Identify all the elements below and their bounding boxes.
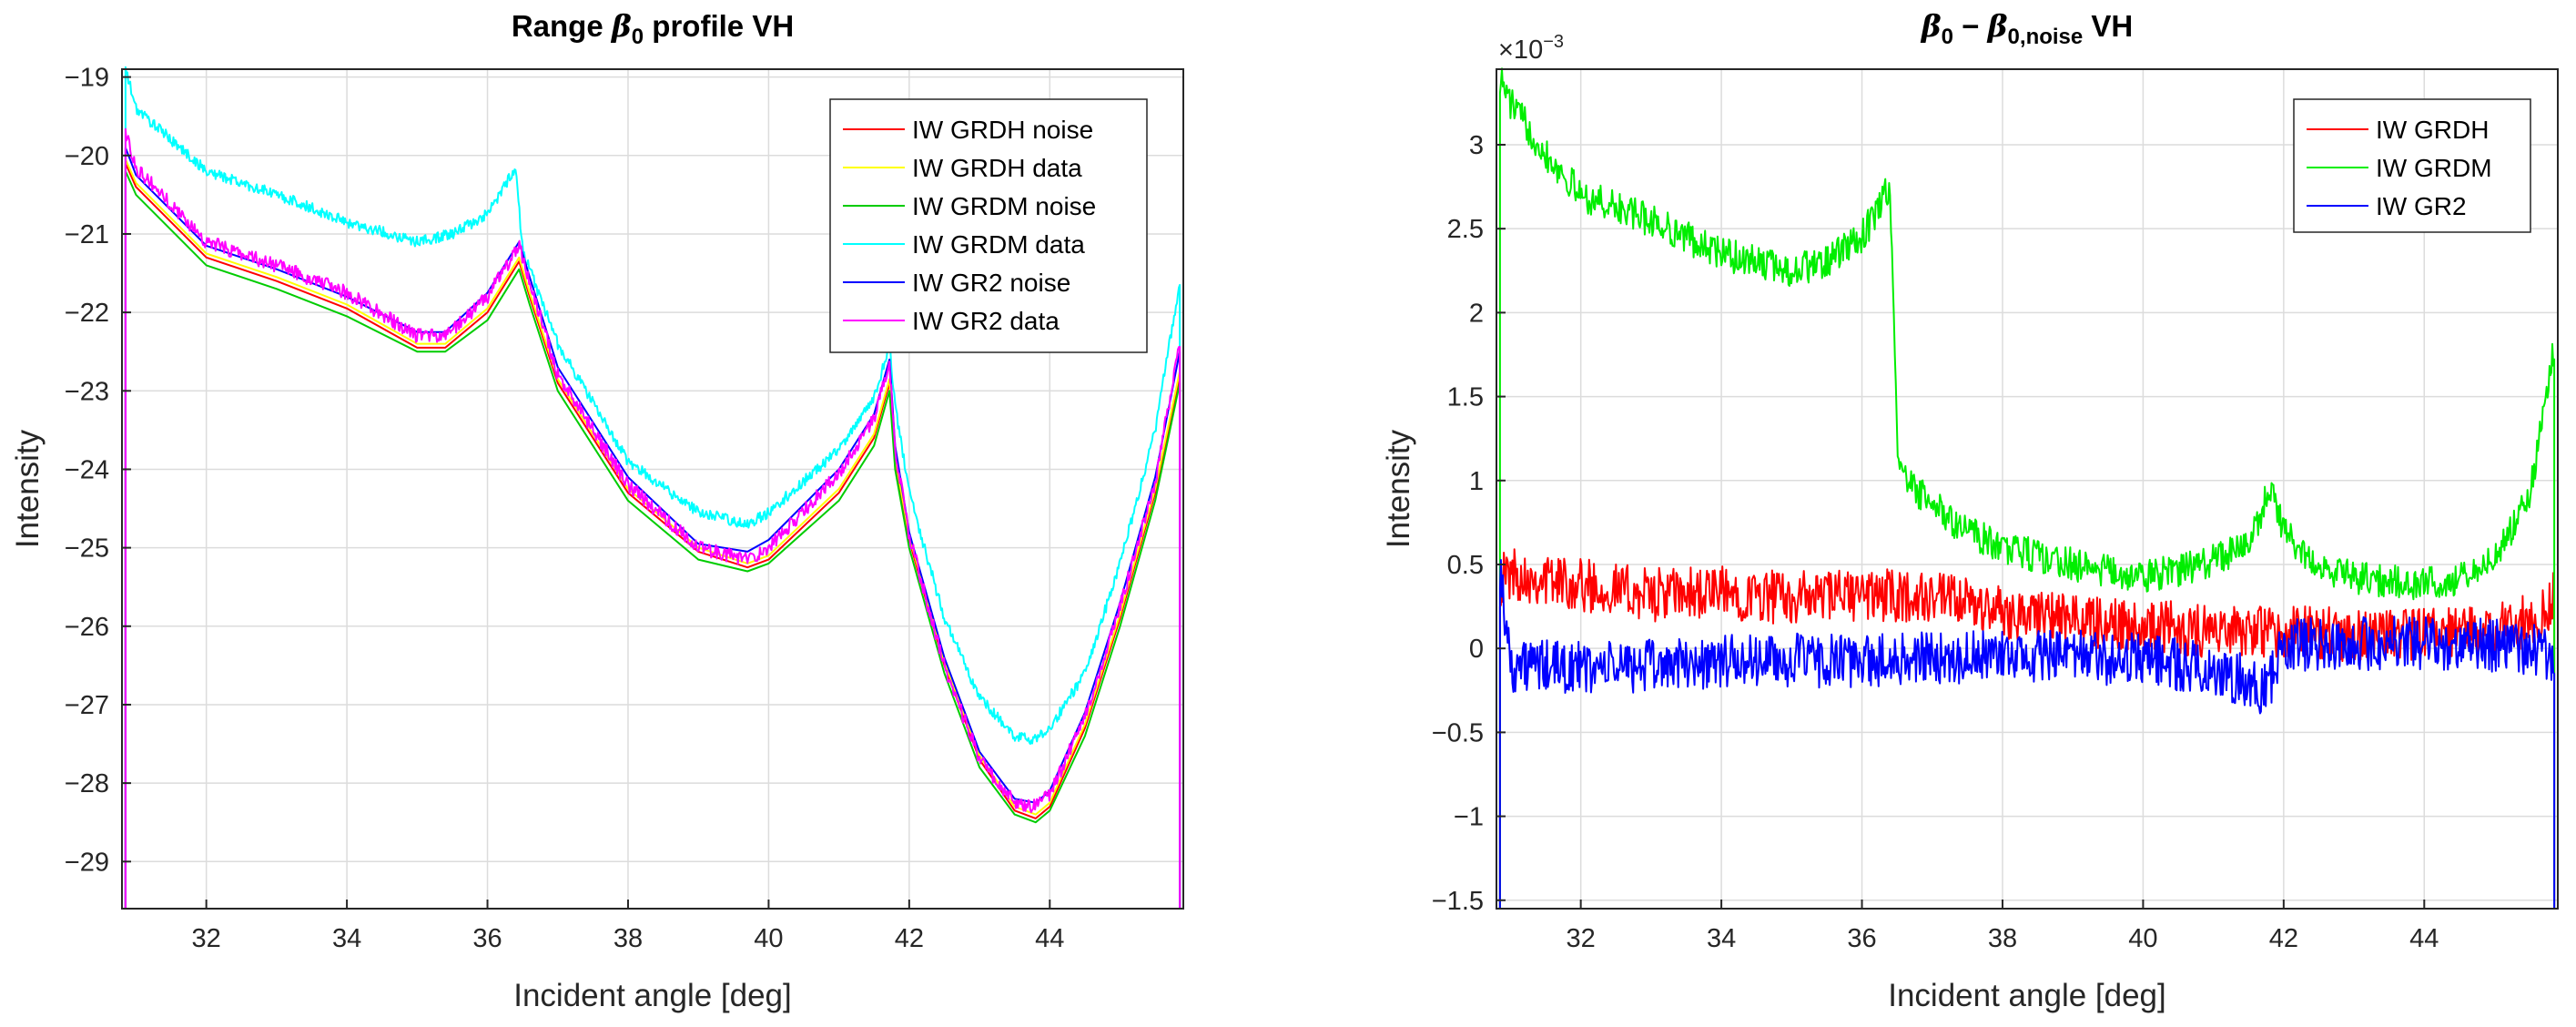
y-tick-label: −21 xyxy=(65,220,109,249)
right-axes-frame xyxy=(1496,68,2559,910)
y-tick-label: −22 xyxy=(65,299,109,328)
y-tick-label: −27 xyxy=(65,691,109,720)
left-y-axis-label: Intensity xyxy=(10,429,46,548)
series-line-iw-grdh-noise xyxy=(124,162,1182,910)
y-tick-label: −1.5 xyxy=(1432,887,1484,916)
left-chart: 32 34 36 38 40 42 44 −29 −28 −27 −26 −25 −24 −23 −22 −2… xyxy=(10,8,1184,1013)
legend-label: IW GRDH noise xyxy=(912,116,1093,144)
legend-label: IW GRDH xyxy=(2376,116,2489,144)
y-tick-label: −1 xyxy=(1454,803,1484,832)
legend-label: IW GR2 xyxy=(2376,192,2467,220)
left-legend-box xyxy=(829,98,1148,353)
right-series-lines xyxy=(1498,67,2556,910)
y-tick-label: 2 xyxy=(1469,299,1484,328)
y-tick-label: −0.5 xyxy=(1432,718,1484,747)
y-tick-label: −26 xyxy=(65,613,109,642)
x-tick-label: 32 xyxy=(192,924,221,953)
y-tick-label: −23 xyxy=(65,377,109,406)
series-line-iw-grdh-data xyxy=(124,158,1182,910)
x-tick-label: 32 xyxy=(1567,924,1596,953)
x-tick-label: 42 xyxy=(2269,924,2298,953)
y-tick-label: 3 xyxy=(1469,131,1484,160)
legend-label: IW GRDM noise xyxy=(912,192,1096,220)
y-tick-label: 1.5 xyxy=(1447,383,1484,412)
y-tick-label: −28 xyxy=(65,769,109,798)
right-x-axis-label: Incident angle [deg] xyxy=(1888,978,2166,1013)
right-y-axis-label: Intensity xyxy=(1381,429,1416,548)
left-ticks: 32 34 36 38 40 42 44 −29 −28 −27 −26 −25 −24 −23 −22 −2… xyxy=(65,64,1065,953)
series-line-iw-grdm xyxy=(1498,67,2556,910)
left-grid xyxy=(122,69,1183,909)
x-tick-label: 44 xyxy=(2409,924,2439,953)
series-line-iw-gr2-data xyxy=(124,127,1182,910)
series-line-iw-grdm-data xyxy=(124,66,1182,910)
x-tick-label: 38 xyxy=(614,924,643,953)
y-tick-label: −24 xyxy=(65,455,109,484)
left-series-lines xyxy=(124,66,1182,910)
legend-label: IW GRDM data xyxy=(912,230,1085,259)
y-tick-label: −20 xyxy=(65,142,109,171)
left-axes-frame xyxy=(121,68,1184,910)
y-tick-label: −25 xyxy=(65,534,109,564)
legend-label: IW GR2 data xyxy=(912,307,1060,335)
y-tick-label: −19 xyxy=(65,64,109,93)
right-legend-box xyxy=(2293,98,2531,233)
legend-label: IW GRDH data xyxy=(912,154,1082,182)
right-legend: IW GRDH IW GRDM IW GR2 xyxy=(2293,98,2531,233)
x-tick-label: 40 xyxy=(2128,924,2157,953)
y-tick-label: 0 xyxy=(1469,635,1484,664)
left-x-axis-label: Incident angle [deg] xyxy=(513,978,792,1013)
x-tick-label: 44 xyxy=(1035,924,1064,953)
left-legend: IW GRDH noise IW GRDH data IW GRDM noise IW… xyxy=(829,98,1148,353)
y-tick-label: 2.5 xyxy=(1447,215,1484,244)
right-y-exponent: ×10−3 xyxy=(1498,32,1564,65)
x-tick-label: 40 xyxy=(754,924,783,953)
x-tick-label: 38 xyxy=(1988,924,2017,953)
legend-label: IW GRDM xyxy=(2376,154,2492,182)
y-tick-label: 0.5 xyxy=(1447,551,1484,580)
y-tick-label: −29 xyxy=(65,848,109,877)
x-tick-label: 36 xyxy=(472,924,502,953)
series-line-iw-gr2 xyxy=(1498,559,2556,910)
right-chart: 32 34 36 38 40 42 44 −1.5 −1 −0.5 0 0.5 1 1.5 2 2.5 3 β0… xyxy=(1381,8,2559,1013)
x-tick-label: 34 xyxy=(1707,924,1736,953)
right-ticks: 32 34 36 38 40 42 44 −1.5 −1 −0.5 0 0.5 1 1.5 2 2.5 3 xyxy=(1432,131,2439,953)
x-tick-label: 42 xyxy=(895,924,924,953)
x-tick-label: 36 xyxy=(1847,924,1876,953)
x-tick-label: 34 xyxy=(332,924,361,953)
y-tick-label: 1 xyxy=(1469,467,1484,496)
left-title: Range β0 profile VH xyxy=(512,8,794,49)
series-line-iw-grdm-noise xyxy=(124,170,1182,910)
legend-label: IW GR2 noise xyxy=(912,269,1070,297)
right-title: β0 − β0,noise VH xyxy=(1920,8,2134,49)
right-grid xyxy=(1496,69,2558,909)
